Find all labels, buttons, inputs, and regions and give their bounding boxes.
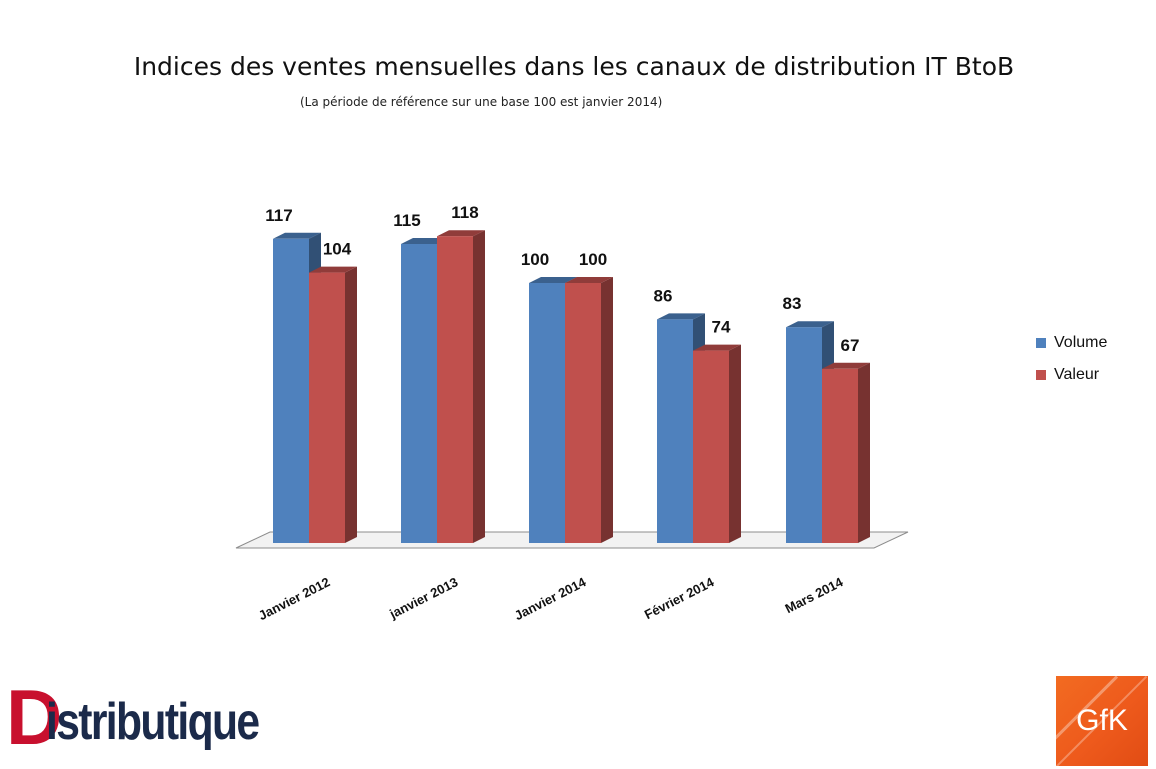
chart-subtitle: (La période de référence sur une base 10… (300, 95, 663, 109)
data-label-valeur-0: 104 (323, 240, 352, 259)
legend-label-valeur: Valeur (1054, 366, 1100, 383)
legend-label-volume: Volume (1054, 334, 1108, 351)
data-label-valeur-1: 118 (451, 203, 478, 222)
gfk-logo: GfK (1056, 676, 1148, 766)
chart-title: Indices des ventes mensuelles dans les c… (133, 52, 1015, 81)
x-tick-label-3: Février 2014 (642, 574, 717, 622)
bar-valeur-0 (309, 266, 357, 543)
x-tick-label-4: Mars 2014 (783, 574, 847, 616)
data-label-valeur-4: 67 (841, 336, 860, 355)
legend-item-valeur: Valeur (1036, 359, 1107, 391)
bar-valeur-3 (693, 344, 741, 543)
data-label-volume-1: 115 (393, 211, 420, 230)
x-tick-label-0: Janvier 2012 (256, 574, 332, 623)
legend-swatch-valeur (1036, 370, 1046, 380)
data-label-volume-3: 86 (654, 286, 673, 305)
data-label-valeur-2: 100 (579, 250, 607, 269)
data-label-volume-2: 100 (521, 250, 549, 269)
distributique-logo: D istributique (6, 673, 260, 761)
bar-valeur-1 (437, 230, 485, 543)
data-label-volume-4: 83 (783, 294, 802, 313)
bar-valeur-4 (822, 362, 870, 543)
x-tick-label-1: janvier 2013 (386, 574, 460, 622)
x-tick-label-2: Janvier 2014 (512, 574, 589, 623)
legend-item-volume: Volume (1036, 327, 1107, 359)
data-label-valeur-3: 74 (712, 318, 731, 337)
data-label-volume-0: 117 (265, 206, 292, 225)
legend: Volume Valeur (1036, 327, 1107, 391)
bar-valeur-2 (565, 277, 613, 543)
legend-swatch-volume (1036, 338, 1046, 348)
